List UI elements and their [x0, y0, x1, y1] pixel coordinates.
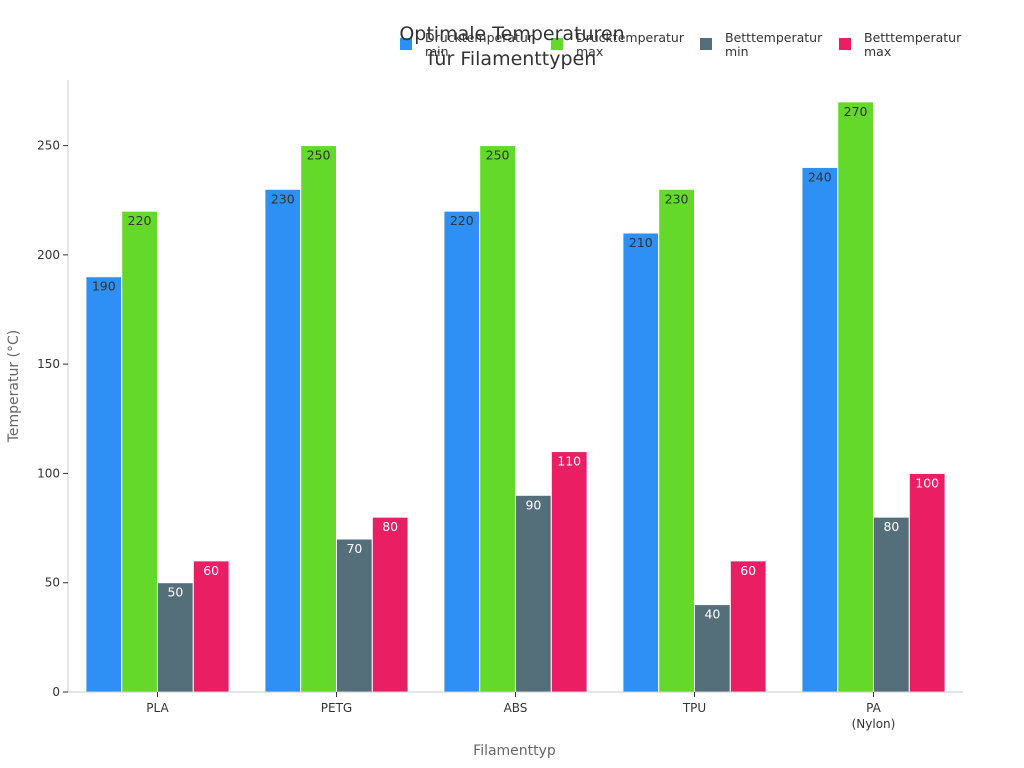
bar[interactable]	[300, 145, 338, 693]
x-axis-title: Filamenttyp	[473, 743, 556, 759]
bar-data-label: 240	[808, 169, 832, 184]
legend-swatch[interactable]	[551, 38, 563, 50]
bar[interactable]	[121, 210, 158, 693]
text-line: Betttemperatur	[864, 30, 962, 45]
bar[interactable]	[515, 494, 552, 693]
x-tick-label: PA (Nylon)	[852, 701, 896, 731]
bar-data-label: 110	[557, 454, 581, 469]
bar[interactable]	[550, 451, 588, 693]
y-tick-label: 50	[45, 576, 60, 590]
text-line: min	[725, 44, 749, 59]
y-tick-label: 100	[37, 466, 60, 480]
bar[interactable]	[873, 516, 910, 693]
bar-data-label: 60	[740, 563, 756, 578]
y-tick-label: 250	[37, 139, 60, 153]
bar-data-label: 220	[128, 213, 152, 228]
bar[interactable]	[264, 188, 302, 693]
y-tick-label: 0	[52, 685, 60, 699]
axes-layer: 0 50 100 150 200 250 PLA PETG ABS TPU PA (Nylon)	[37, 80, 963, 731]
bar-data-label: 230	[665, 191, 689, 206]
titles-layer: Filamenttyp Temperatur (°C) Optimale Tempe…	[6, 23, 625, 759]
legend-label[interactable]: Betttemperatur min	[725, 30, 823, 59]
bar-data-label: 100	[915, 475, 939, 490]
bar[interactable]	[694, 604, 731, 693]
bar-data-label: 80	[883, 519, 899, 534]
bar-data-label: 40	[704, 607, 720, 622]
text-line: Optimale Temperaturen	[399, 23, 624, 45]
x-tick-label: PLA	[146, 701, 169, 715]
text-line: PLA	[146, 701, 169, 715]
bar[interactable]	[729, 560, 767, 693]
bar-data-label: 60	[203, 563, 219, 578]
bar-data-label: 250	[307, 148, 331, 163]
bar[interactable]	[908, 472, 946, 693]
text-line: PETG	[321, 701, 352, 715]
bar[interactable]	[336, 538, 373, 693]
text-line: ABS	[504, 701, 528, 715]
bar-data-label: 50	[167, 585, 183, 600]
legend-swatch[interactable]	[700, 38, 712, 50]
y-tick-label: 150	[37, 357, 60, 371]
text-line: (Nylon)	[852, 717, 896, 731]
x-tick-label: ABS	[504, 701, 528, 715]
bar-data-label: 270	[844, 104, 868, 119]
legend-label[interactable]: Drucktemperatur min	[425, 30, 534, 59]
labels-layer: 190 220 50 60 230 250 70 80 220 250 90 110 210 230 40 6…	[92, 104, 939, 622]
bar-data-label: 70	[346, 541, 362, 556]
bar[interactable]	[85, 276, 123, 693]
bar[interactable]	[443, 210, 481, 693]
bar[interactable]	[658, 188, 696, 693]
bar[interactable]	[371, 516, 409, 693]
bar[interactable]	[479, 145, 517, 693]
y-tick-label: 200	[37, 248, 60, 262]
text-line: Drucktemperatur	[425, 30, 534, 45]
text-line: PA	[866, 701, 881, 715]
x-tick-label: PETG	[321, 701, 352, 715]
text-line: TPU	[682, 701, 706, 715]
bar[interactable]	[622, 232, 660, 693]
text-line: max	[864, 44, 891, 59]
x-tick-label: TPU	[682, 701, 706, 715]
bar-data-label: 230	[271, 191, 295, 206]
text-line: Betttemperatur	[725, 30, 823, 45]
text-line: max	[576, 44, 603, 59]
bar[interactable]	[801, 166, 839, 693]
y-axis-title: Temperatur (°C)	[6, 330, 22, 444]
bar[interactable]	[192, 560, 230, 693]
legend-swatch[interactable]	[839, 38, 851, 50]
legend-label[interactable]: Betttemperatur max	[864, 30, 962, 59]
bars-layer	[85, 101, 946, 693]
chart-title: Optimale Temperaturen für Filamenttypen	[399, 23, 624, 70]
bar-data-label: 210	[629, 235, 653, 250]
bar-data-label: 190	[92, 279, 116, 294]
bar-data-label: 220	[450, 213, 474, 228]
legend-label[interactable]: Drucktemperatur max	[576, 30, 685, 59]
text-line: für Filamenttypen	[428, 48, 597, 70]
bar-data-label: 90	[525, 497, 541, 512]
bar[interactable]	[837, 101, 875, 693]
text-line: min	[425, 44, 449, 59]
bar-data-label: 250	[486, 148, 510, 163]
text-line: Drucktemperatur	[576, 30, 685, 45]
legend-swatch[interactable]	[400, 38, 412, 50]
bar[interactable]	[157, 582, 194, 693]
bar-data-label: 80	[382, 519, 398, 534]
